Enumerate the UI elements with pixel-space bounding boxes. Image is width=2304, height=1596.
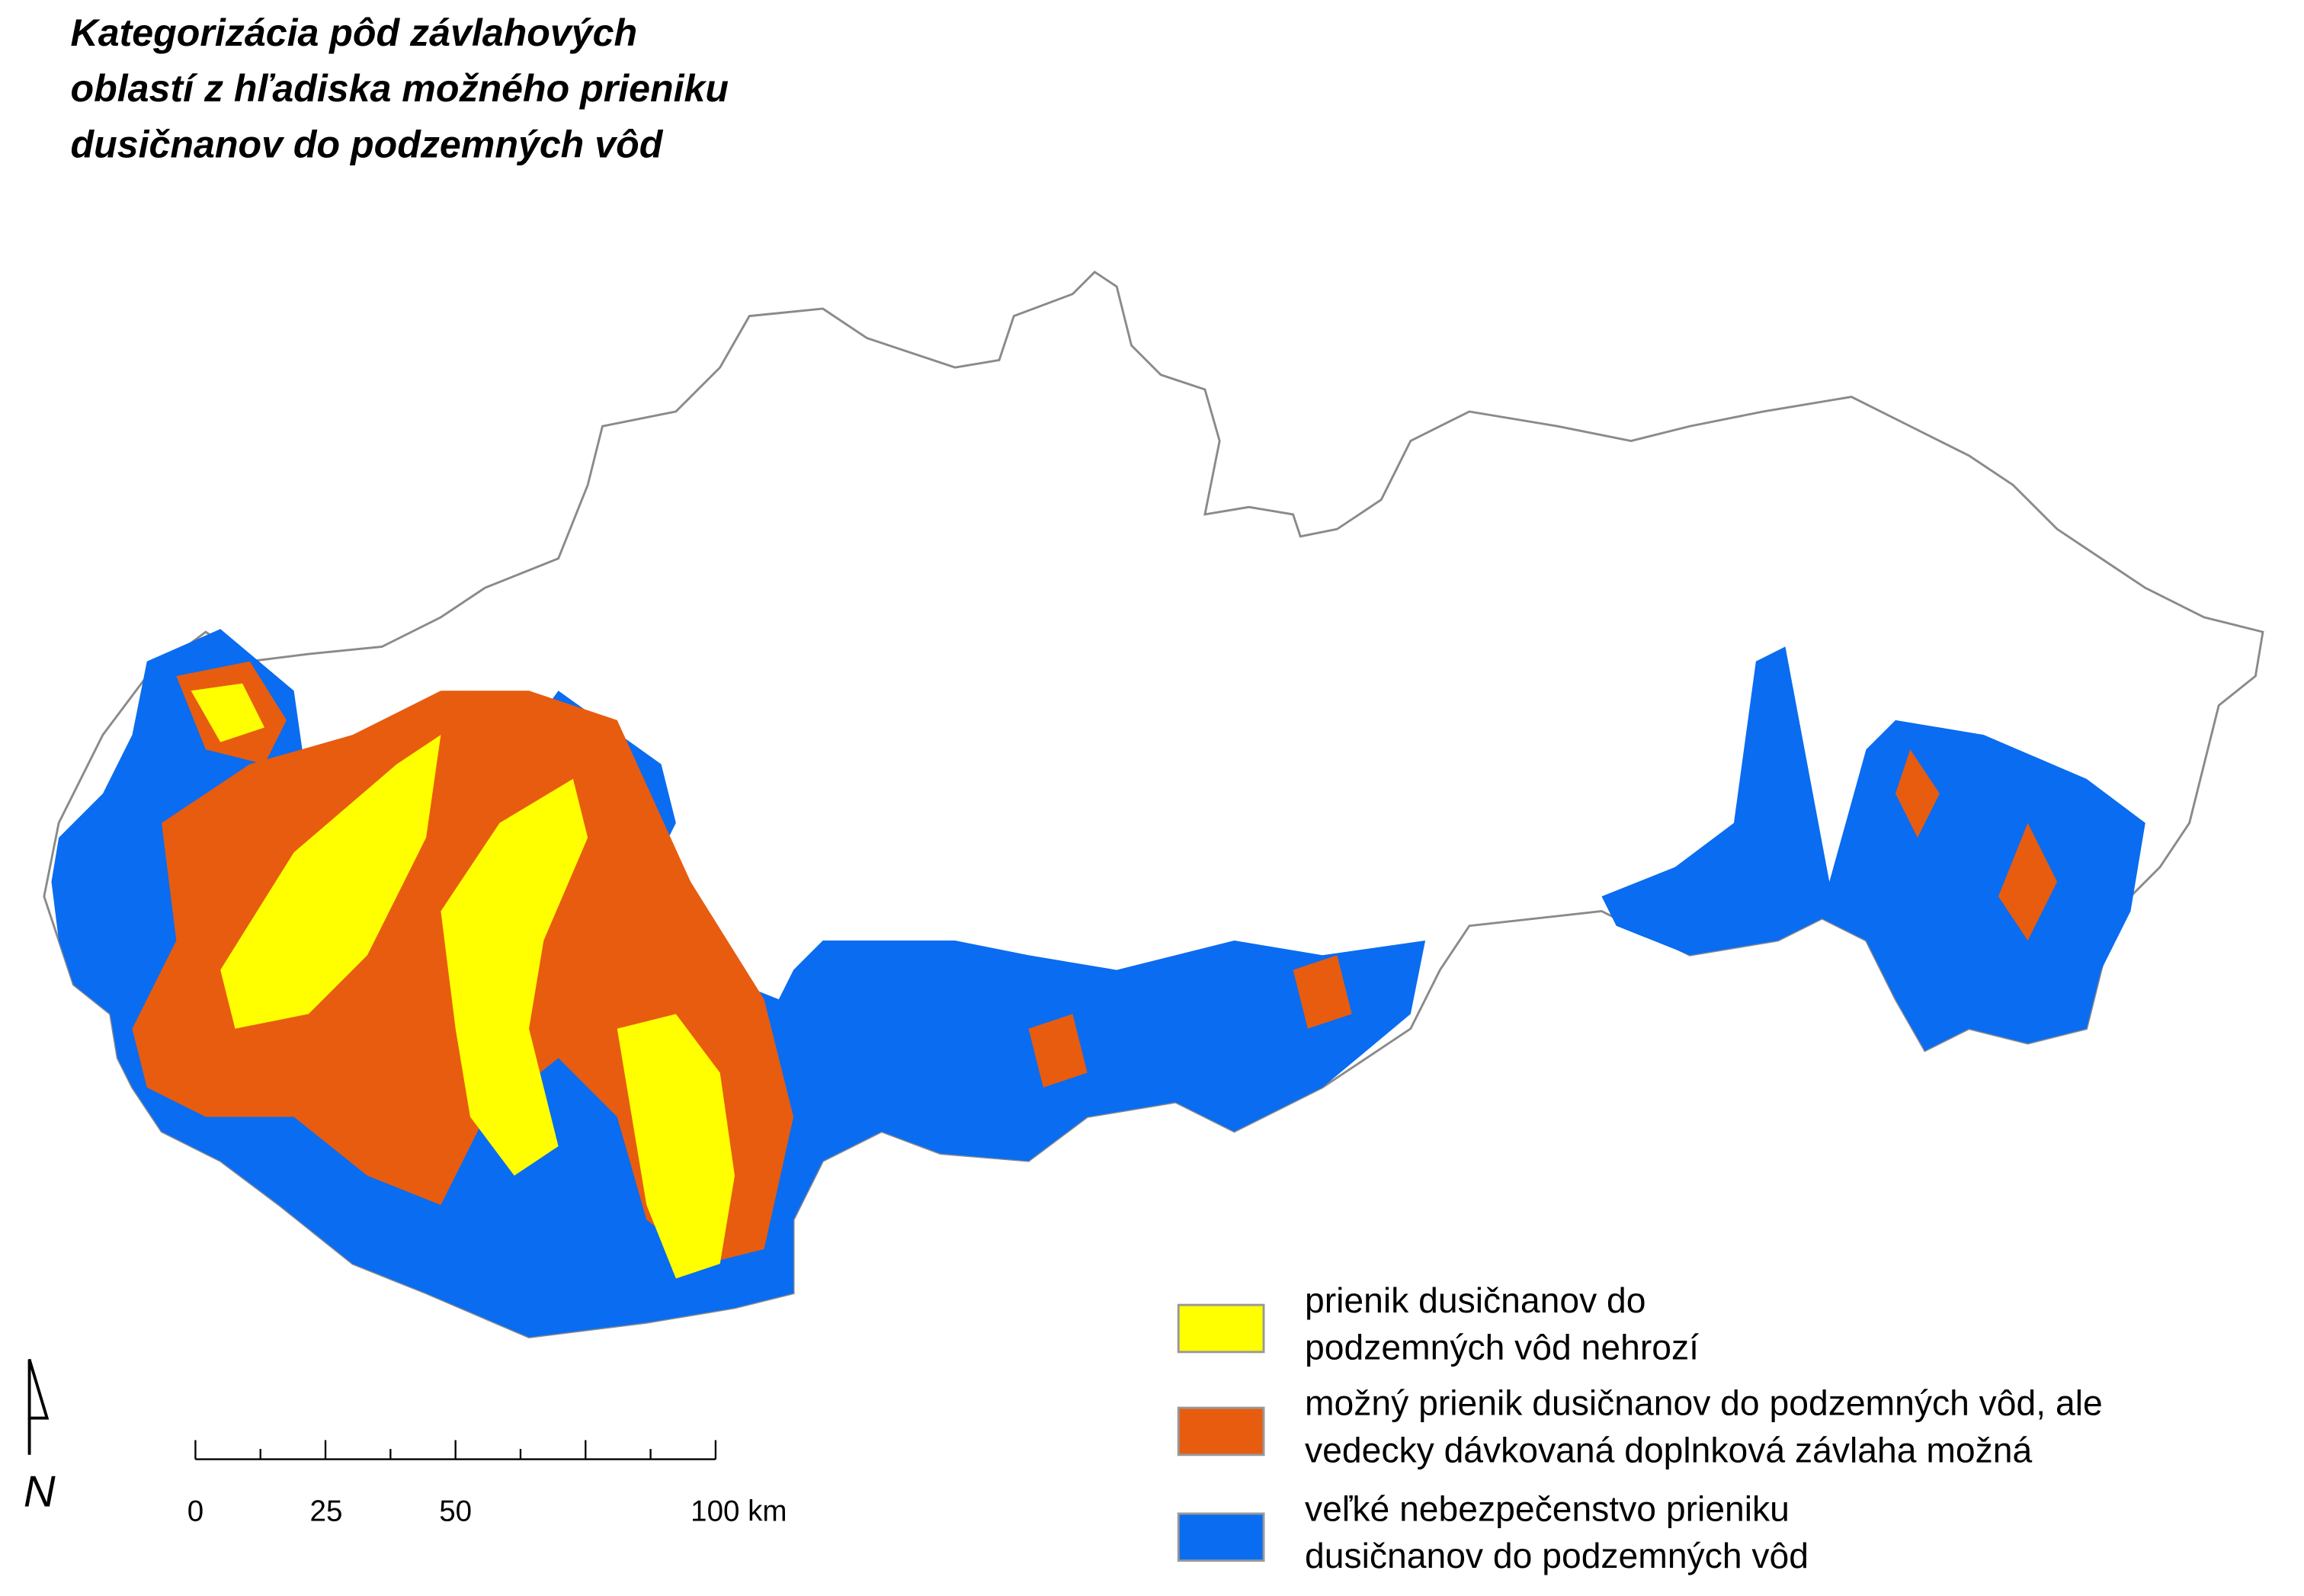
scale-label: 100 km xyxy=(691,1495,787,1528)
soil-region xyxy=(617,1014,735,1279)
title-line: Kategorizácia pôd závlahových xyxy=(71,11,638,54)
title-line: oblastí z hľadiska možného prieniku xyxy=(71,67,729,110)
soil-region xyxy=(1293,955,1352,1029)
scale-label: 50 xyxy=(439,1495,472,1528)
legend: prienik dusičnanov do podzemných vôd nehr… xyxy=(1177,1280,2103,1575)
scale-bar: 0 25 50 100 km xyxy=(187,1440,787,1528)
soil-region xyxy=(220,735,441,1029)
soil-region xyxy=(1998,822,2058,941)
legend-swatch xyxy=(1177,1406,1265,1457)
soil-region xyxy=(441,778,588,1176)
soil-region xyxy=(1601,646,2145,1051)
legend-swatch xyxy=(1177,1512,1265,1562)
scale-label: 0 xyxy=(187,1495,203,1528)
soil-region xyxy=(191,683,265,742)
legend-label: možný prienik dusičnanov do podzemných v… xyxy=(1305,1383,2103,1423)
legend-label: vedecky dávkovaná doplnková závlaha možn… xyxy=(1305,1430,2032,1469)
north-arrow-shape xyxy=(27,1358,50,1420)
legend-label: dusičnanov do podzemných vôd xyxy=(1305,1536,1809,1575)
north-label: N xyxy=(24,1467,56,1516)
legend-label: podzemných vôd nehrozí xyxy=(1305,1327,1699,1367)
legend-swatch xyxy=(1177,1303,1265,1354)
soil-region xyxy=(1028,1014,1088,1088)
soil-regions xyxy=(51,629,2145,1338)
scale-label: 25 xyxy=(310,1495,343,1528)
north-arrow: N xyxy=(24,1358,56,1516)
legend-label: prienik dusičnanov do xyxy=(1305,1280,1646,1320)
legend-label: veľké nebezpečenstvo prieniku xyxy=(1305,1489,1790,1529)
title-line: dusičnanov do podzemných vôd xyxy=(71,123,664,165)
title: Kategorizácia pôd závlahových oblastí z h… xyxy=(71,11,729,166)
